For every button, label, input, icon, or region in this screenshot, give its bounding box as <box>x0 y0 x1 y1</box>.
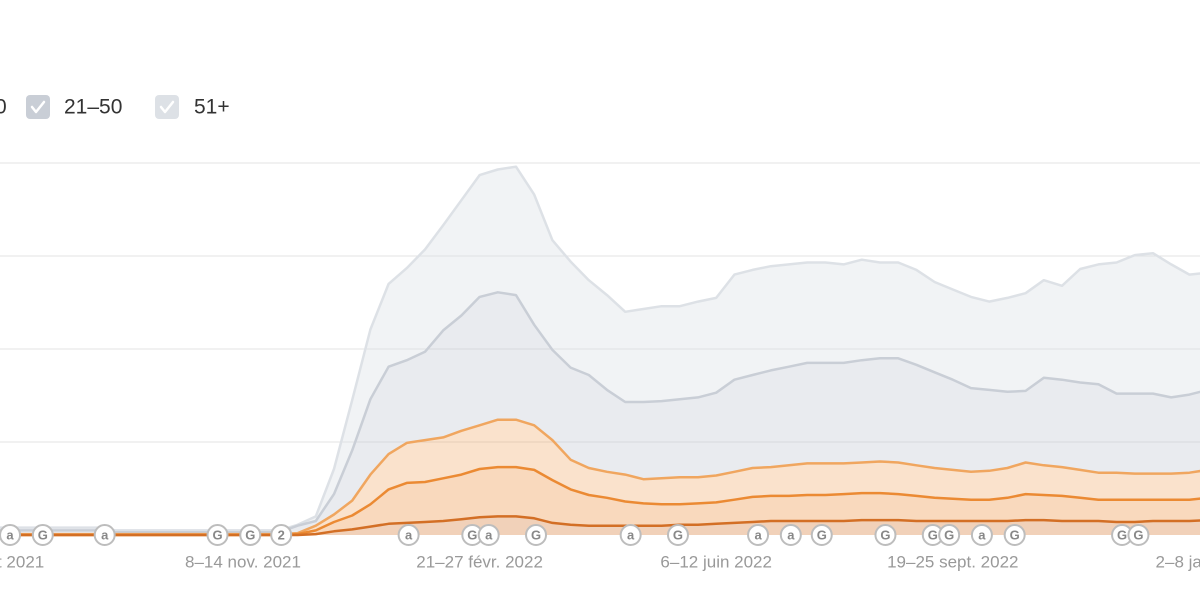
annotation-label: G <box>1133 527 1143 542</box>
annotation-label: G <box>212 527 222 542</box>
annotation-marker <box>239 524 262 546</box>
x-tick-label: 6–12 juin 2022 <box>660 552 772 571</box>
legend-item[interactable]: 21–50 <box>26 95 122 119</box>
annotation-label: a <box>627 527 635 542</box>
area-fill <box>0 292 1200 535</box>
annotation-label: a <box>978 527 986 542</box>
annotation-label: G <box>944 527 954 542</box>
annotation-label: G <box>1010 527 1020 542</box>
series-line <box>0 515 1200 537</box>
x-tick-label: 21–27 févr. 2022 <box>416 552 543 571</box>
series-line <box>0 165 1200 532</box>
annotation-marker <box>525 524 548 546</box>
annotation-marker <box>477 524 500 546</box>
annotation-marker <box>970 524 993 546</box>
annotation-marker <box>779 524 802 546</box>
annotation-marker <box>938 524 961 546</box>
x-tick-label: 8–14 nov. 2021 <box>185 552 301 571</box>
annotation-marker <box>0 524 22 546</box>
annotation-label: 2 <box>278 527 285 542</box>
legend-label: 51+ <box>194 96 230 119</box>
area-fill <box>0 467 1200 535</box>
x-tick-label: août 2021 <box>0 552 44 571</box>
annotation-label: G <box>928 527 938 542</box>
annotation-label: G <box>817 527 827 542</box>
x-tick-label: 19–25 sept. 2022 <box>887 552 1018 571</box>
area-fill <box>0 419 1200 535</box>
annotation-label: G <box>467 527 477 542</box>
annotation-marker <box>619 524 642 546</box>
area-fill <box>0 166 1200 533</box>
annotation-marker <box>810 524 833 546</box>
annotation-label: G <box>673 527 683 542</box>
legend-check <box>30 100 46 114</box>
annotation-label: a <box>754 527 762 542</box>
annotation-label: G <box>1117 527 1127 542</box>
annotation-marker <box>270 524 293 546</box>
annotation-label: a <box>485 527 493 542</box>
annotation-label: G <box>38 527 48 542</box>
x-tick-label: 2–8 janv. <box>1156 552 1200 571</box>
annotation-marker <box>666 524 689 546</box>
annotation-label: a <box>787 527 795 542</box>
annotation-label: a <box>101 527 109 542</box>
annotation-marker <box>874 524 897 546</box>
legend-label: 0 <box>0 96 7 119</box>
legend-checkbox <box>155 95 179 119</box>
legend-checkbox <box>26 95 50 119</box>
annotation-marker <box>397 524 420 546</box>
series-line <box>0 291 1200 534</box>
annotation-label: G <box>880 527 890 542</box>
annotation-marker <box>206 524 229 546</box>
legend-item[interactable]: 0 <box>0 95 7 119</box>
annotation-marker <box>1003 524 1026 546</box>
annotation-marker <box>93 524 116 546</box>
annotation-label: a <box>405 527 413 542</box>
legend-check <box>159 100 175 114</box>
legend-item[interactable]: 51+ <box>155 95 230 119</box>
annotation-marker <box>31 524 54 546</box>
annotation-label: G <box>245 527 255 542</box>
legend-label: 21–50 <box>64 96 122 119</box>
annotation-label: G <box>531 527 541 542</box>
annotation-marker <box>747 524 770 546</box>
annotation-marker <box>1127 524 1150 546</box>
annotation-label: a <box>6 527 14 542</box>
